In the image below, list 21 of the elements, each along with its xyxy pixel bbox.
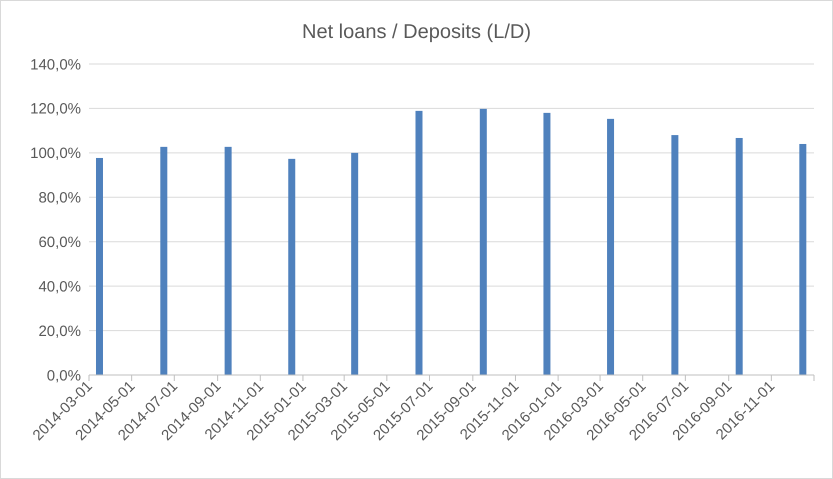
y-tick-label: 20,0% <box>38 322 81 340</box>
y-tick-label: 0,0% <box>46 367 81 384</box>
bar <box>736 138 743 375</box>
y-tick-label: 60,0% <box>38 234 81 251</box>
bar <box>799 144 806 375</box>
bar <box>415 110 422 375</box>
chart-title: Net loans / Deposits (L/D) <box>302 21 531 43</box>
y-tick-label: 120,0% <box>30 100 81 118</box>
bar <box>480 108 487 375</box>
y-tick-label: 140,0% <box>30 56 81 74</box>
y-tick-label: 80,0% <box>38 190 81 207</box>
y-tick-label: 40,0% <box>38 278 81 296</box>
bar <box>671 135 678 375</box>
bar <box>96 158 103 375</box>
y-tick-label: 100,0% <box>30 145 81 162</box>
bar <box>607 118 614 375</box>
bar <box>160 146 168 375</box>
bar <box>224 146 232 375</box>
bar <box>288 158 296 375</box>
bar <box>543 112 550 375</box>
bar <box>351 152 358 375</box>
